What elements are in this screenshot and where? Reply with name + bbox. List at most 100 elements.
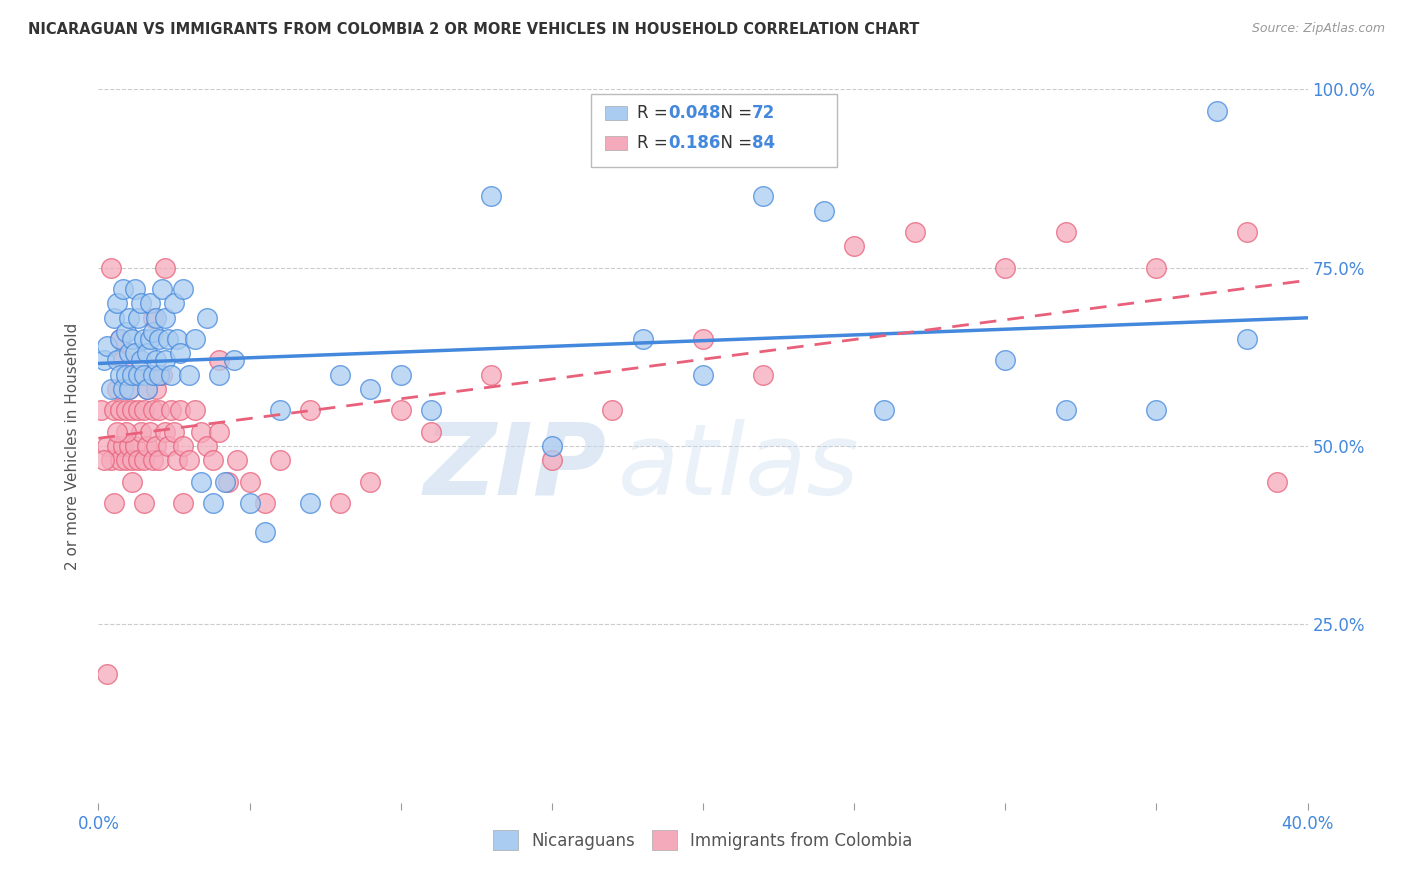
Point [124, 346, 146, 360]
Point [202, 496, 225, 510]
Point [114, 368, 136, 382]
Point [132, 496, 155, 510]
Point [253, 496, 276, 510]
Text: NICARAGUAN VS IMMIGRANTS FROM COLOMBIA 2 OR MORE VEHICLES IN HOUSEHOLD CORRELATI: NICARAGUAN VS IMMIGRANTS FROM COLOMBIA 2… [28, 22, 920, 37]
Point [692, 332, 714, 346]
Text: ZIP: ZIP [423, 419, 606, 516]
Point [166, 453, 188, 467]
Point [217, 475, 239, 489]
Point [1236, 225, 1258, 239]
Point [269, 453, 291, 467]
Text: N =: N = [710, 104, 758, 122]
Point [239, 496, 262, 510]
Point [108, 403, 131, 417]
Point [111, 282, 134, 296]
Point [692, 368, 714, 382]
Point [163, 425, 186, 439]
Text: atlas: atlas [619, 419, 860, 516]
Point [1144, 260, 1167, 275]
Point [114, 403, 136, 417]
Point [145, 310, 167, 325]
Point [132, 453, 155, 467]
Point [132, 403, 155, 417]
Point [142, 325, 165, 339]
Y-axis label: 2 or more Vehicles in Household: 2 or more Vehicles in Household [65, 322, 80, 570]
Point [540, 453, 562, 467]
Point [239, 475, 262, 489]
Point [135, 439, 157, 453]
Point [108, 332, 131, 346]
Point [103, 496, 125, 510]
Point [1236, 332, 1258, 346]
Point [121, 332, 143, 346]
Point [105, 296, 128, 310]
Point [142, 310, 165, 325]
Point [108, 332, 131, 346]
Point [156, 332, 179, 346]
Point [105, 439, 128, 453]
Point [994, 353, 1017, 368]
Point [172, 439, 194, 453]
Point [127, 453, 149, 467]
Point [96, 439, 118, 453]
Text: 0.186: 0.186 [668, 134, 720, 152]
Point [132, 368, 155, 382]
Point [139, 368, 162, 382]
Point [118, 382, 141, 396]
Point [124, 282, 146, 296]
Point [160, 368, 183, 382]
Point [904, 225, 927, 239]
Point [179, 453, 201, 467]
Point [169, 403, 191, 417]
Point [172, 496, 194, 510]
Point [269, 403, 291, 417]
Point [195, 439, 218, 453]
Point [156, 439, 179, 453]
Point [360, 382, 382, 396]
Point [224, 353, 246, 368]
Point [100, 382, 122, 396]
Point [135, 382, 157, 396]
Point [540, 439, 562, 453]
Point [124, 439, 146, 453]
Point [190, 425, 212, 439]
Point [121, 403, 143, 417]
Point [195, 310, 218, 325]
Point [160, 403, 183, 417]
Point [103, 310, 125, 325]
Point [96, 667, 118, 681]
Point [118, 310, 141, 325]
Point [184, 332, 207, 346]
Point [813, 203, 835, 218]
Point [389, 368, 412, 382]
Point [105, 382, 128, 396]
Point [105, 425, 128, 439]
Point [148, 332, 170, 346]
Point [166, 332, 188, 346]
Point [420, 403, 443, 417]
Point [752, 368, 775, 382]
Point [602, 403, 624, 417]
Point [169, 346, 191, 360]
Point [1144, 403, 1167, 417]
Point [111, 382, 134, 396]
Point [105, 353, 128, 368]
Point [299, 403, 322, 417]
Point [179, 368, 201, 382]
Legend: Nicaraguans, Immigrants from Colombia: Nicaraguans, Immigrants from Colombia [485, 822, 921, 859]
Point [481, 189, 503, 203]
Point [127, 403, 149, 417]
Point [118, 346, 141, 360]
Point [148, 403, 170, 417]
Point [329, 496, 352, 510]
Point [142, 453, 165, 467]
Point [132, 332, 155, 346]
Point [389, 403, 412, 417]
Point [93, 353, 115, 368]
Point [420, 425, 443, 439]
Point [108, 453, 131, 467]
Point [135, 346, 157, 360]
Point [100, 453, 122, 467]
Point [121, 475, 143, 489]
Point [1206, 103, 1229, 118]
